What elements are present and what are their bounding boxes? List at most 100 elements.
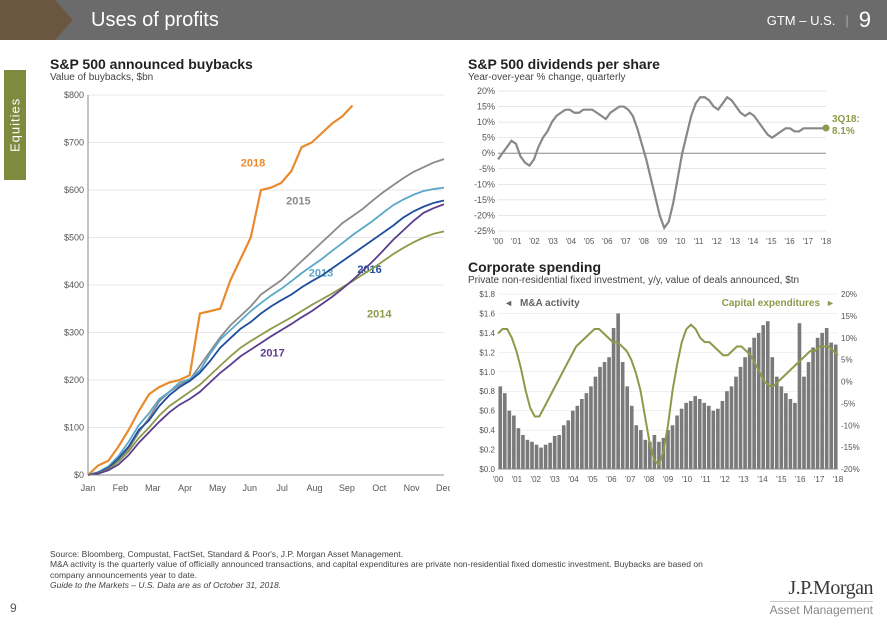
- corpspend-panel: Corporate spending Private non-residenti…: [468, 259, 868, 485]
- svg-text:'05: '05: [587, 475, 598, 484]
- svg-text:May: May: [209, 483, 227, 493]
- svg-text:10%: 10%: [841, 334, 857, 343]
- svg-text:'12: '12: [719, 475, 730, 484]
- svg-text:'08: '08: [644, 475, 655, 484]
- svg-text:2018: 2018: [241, 157, 265, 169]
- svg-text:$200: $200: [64, 375, 84, 385]
- svg-text:'03: '03: [549, 475, 560, 484]
- svg-text:$0.4: $0.4: [479, 426, 495, 435]
- header-accent-box: [0, 0, 55, 40]
- svg-text:'18: '18: [833, 475, 844, 484]
- svg-text:-15%: -15%: [474, 195, 495, 205]
- svg-text:'09: '09: [657, 237, 668, 246]
- buybacks-subtitle: Value of buybacks, $bn: [50, 72, 450, 83]
- svg-text:'00: '00: [493, 475, 504, 484]
- svg-text:Jul: Jul: [276, 483, 288, 493]
- svg-text:$500: $500: [64, 233, 84, 243]
- svg-text:$800: $800: [64, 90, 84, 100]
- svg-text:'12: '12: [711, 237, 722, 246]
- svg-text:-20%: -20%: [841, 465, 860, 474]
- svg-text:'17: '17: [814, 475, 825, 484]
- svg-text:15%: 15%: [841, 312, 857, 321]
- svg-text:M&A activity: M&A activity: [520, 298, 580, 309]
- svg-text:'14: '14: [748, 237, 759, 246]
- svg-text:'00: '00: [493, 237, 504, 246]
- svg-text:$1.0: $1.0: [479, 368, 495, 377]
- svg-text:$0.0: $0.0: [479, 465, 495, 474]
- svg-text:'07: '07: [625, 475, 636, 484]
- svg-text:◄: ◄: [504, 298, 513, 308]
- svg-text:10%: 10%: [477, 117, 495, 127]
- page-header: Uses of profits GTM – U.S. | 9: [0, 0, 887, 40]
- svg-text:-15%: -15%: [841, 443, 860, 452]
- svg-text:-10%: -10%: [841, 421, 860, 430]
- svg-text:'11: '11: [694, 237, 704, 246]
- svg-text:'15: '15: [776, 475, 787, 484]
- dividends-chart: -25%-20%-15%-10%-5%0%5%10%15%20%'00'01'0…: [468, 87, 868, 247]
- svg-text:'06: '06: [606, 475, 617, 484]
- corpspend-title: Corporate spending: [468, 259, 868, 275]
- svg-text:'01: '01: [512, 475, 523, 484]
- svg-text:'08: '08: [639, 237, 650, 246]
- svg-text:$0: $0: [74, 470, 84, 480]
- svg-text:Aug: Aug: [307, 483, 323, 493]
- corpspend-subtitle: Private non-residential fixed investment…: [468, 275, 868, 286]
- svg-text:0%: 0%: [841, 378, 853, 387]
- svg-text:'04: '04: [568, 475, 579, 484]
- svg-text:'16: '16: [795, 475, 806, 484]
- svg-text:'10: '10: [675, 237, 686, 246]
- svg-text:'01: '01: [511, 237, 522, 246]
- svg-text:Nov: Nov: [404, 483, 421, 493]
- content-area: S&P 500 announced buybacks Value of buyb…: [50, 56, 871, 497]
- buybacks-title: S&P 500 announced buybacks: [50, 56, 450, 72]
- section-tab-equities: Equities: [4, 70, 26, 180]
- svg-text:Sep: Sep: [339, 483, 355, 493]
- svg-text:'04: '04: [566, 237, 577, 246]
- svg-text:'06: '06: [602, 237, 613, 246]
- svg-text:Mar: Mar: [145, 483, 161, 493]
- svg-text:-5%: -5%: [841, 399, 855, 408]
- svg-text:Oct: Oct: [372, 483, 387, 493]
- gtm-separator: |: [845, 13, 848, 28]
- svg-text:2017: 2017: [260, 347, 284, 359]
- svg-text:-5%: -5%: [479, 164, 495, 174]
- svg-text:$100: $100: [64, 423, 84, 433]
- svg-text:3Q18:: 3Q18:: [832, 114, 860, 125]
- svg-text:2015: 2015: [286, 195, 310, 207]
- footer-line-3: Guide to the Markets – U.S. Data are as …: [50, 580, 707, 591]
- svg-text:Capital expenditures: Capital expenditures: [722, 298, 821, 309]
- svg-text:$700: $700: [64, 138, 84, 148]
- svg-text:'18: '18: [821, 237, 832, 246]
- svg-text:5%: 5%: [841, 356, 853, 365]
- right-column: S&P 500 dividends per share Year-over-ye…: [468, 56, 868, 497]
- svg-text:'02: '02: [529, 237, 540, 246]
- svg-text:►: ►: [826, 298, 835, 308]
- svg-text:$1.4: $1.4: [479, 329, 495, 338]
- svg-text:'16: '16: [784, 237, 795, 246]
- corpspend-chart: $0.0$0.2$0.4$0.6$0.8$1.0$1.2$1.4$1.6$1.8…: [468, 290, 868, 485]
- svg-text:'13: '13: [730, 237, 741, 246]
- svg-text:$1.2: $1.2: [479, 348, 495, 357]
- svg-text:$0.6: $0.6: [479, 407, 495, 416]
- svg-text:$0.8: $0.8: [479, 387, 495, 396]
- svg-text:15%: 15%: [477, 102, 495, 112]
- svg-text:'07: '07: [620, 237, 631, 246]
- svg-text:'05: '05: [584, 237, 595, 246]
- svg-text:$400: $400: [64, 280, 84, 290]
- page-number-top: 9: [859, 7, 871, 33]
- svg-text:'15: '15: [766, 237, 777, 246]
- svg-text:'11: '11: [701, 475, 711, 484]
- svg-text:-10%: -10%: [474, 179, 495, 189]
- svg-text:Apr: Apr: [178, 483, 192, 493]
- footer-line-1: Source: Bloomberg, Compustat, FactSet, S…: [50, 549, 707, 560]
- svg-text:Jun: Jun: [243, 483, 258, 493]
- svg-text:-20%: -20%: [474, 210, 495, 220]
- svg-text:$300: $300: [64, 328, 84, 338]
- logo-top: J.P.Morgan: [770, 577, 873, 600]
- footer-line-2: M&A activity is the quarterly value of o…: [50, 559, 707, 580]
- dividends-panel: S&P 500 dividends per share Year-over-ye…: [468, 56, 868, 247]
- svg-text:$1.8: $1.8: [479, 290, 495, 299]
- buybacks-chart: $0$100$200$300$400$500$600$700$800JanFeb…: [50, 87, 450, 497]
- page-number-bottom: 9: [10, 601, 17, 615]
- svg-text:$1.6: $1.6: [479, 309, 495, 318]
